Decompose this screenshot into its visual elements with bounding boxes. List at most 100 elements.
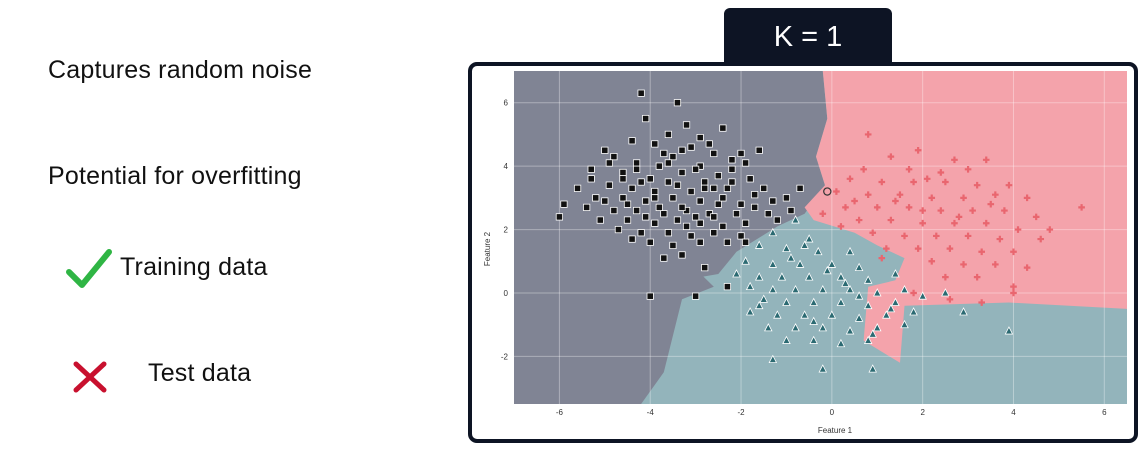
point-class-0 [601, 197, 609, 205]
point-class-1 [818, 364, 828, 373]
point-class-2 [819, 210, 827, 218]
point-class-0 [587, 175, 595, 183]
point-class-1 [891, 297, 900, 306]
x-tick-label: 4 [1011, 408, 1016, 417]
point-class-2 [946, 245, 954, 252]
point-class-0 [592, 194, 600, 202]
point-class-2 [978, 299, 985, 306]
point-class-0 [728, 156, 736, 164]
point-class-1 [813, 246, 823, 256]
point-class-0 [728, 165, 736, 173]
point-class-0 [696, 197, 704, 205]
y-tick-label: -2 [501, 352, 509, 361]
point-class-2 [910, 289, 917, 297]
point-class-2 [842, 204, 849, 211]
point-class-0 [710, 184, 718, 192]
point-class-2 [905, 166, 913, 173]
x-tick-label: -2 [737, 408, 745, 417]
point-class-0 [692, 213, 700, 221]
point-class-0 [782, 194, 791, 202]
point-class-2 [946, 296, 954, 303]
point-class-2 [1046, 226, 1054, 233]
point-class-2 [860, 166, 867, 173]
point-class-0 [764, 210, 772, 218]
point-class-2 [901, 232, 908, 240]
point-class-0 [646, 175, 654, 183]
point-class-0 [664, 130, 672, 139]
point-class-0 [596, 216, 604, 224]
point-class-0 [655, 162, 663, 170]
point-class-0 [583, 203, 591, 211]
point-class-2 [846, 175, 854, 183]
point-class-0 [714, 200, 722, 208]
test-point [823, 187, 832, 196]
point-class-2 [855, 216, 863, 224]
point-class-2 [1014, 226, 1022, 233]
point-class-0 [692, 292, 700, 300]
overfitting-text: Potential for overfitting [48, 162, 302, 190]
point-class-1 [741, 256, 750, 265]
point-class-0 [673, 216, 682, 224]
point-class-2 [960, 194, 967, 202]
point-class-0 [646, 238, 654, 246]
point-class-2 [1037, 235, 1045, 243]
point-class-1 [863, 275, 873, 284]
point-class-1 [854, 262, 864, 272]
y-tick-label: 4 [504, 162, 509, 171]
point-class-1 [800, 240, 809, 249]
point-class-1 [873, 288, 882, 297]
x-tick-label: 0 [830, 408, 835, 417]
point-class-0 [673, 99, 682, 107]
point-class-2 [964, 166, 972, 173]
point-class-0 [723, 238, 732, 246]
axes: Feature 1 Feature 2 -6 -4 -2 0 2 4 6 -2 0 2 4 6 [483, 99, 1107, 435]
point-class-0 [723, 283, 732, 291]
x-tick-label: 2 [920, 408, 925, 417]
point-class-0 [614, 225, 623, 234]
point-class-1 [768, 227, 778, 237]
point-class-2 [937, 207, 945, 214]
point-class-0 [701, 178, 709, 186]
point-class-0 [741, 238, 750, 246]
point-class-0 [751, 191, 759, 199]
point-class-1 [863, 300, 873, 310]
point-class-0 [664, 178, 672, 186]
point-class-2 [869, 229, 877, 237]
point-class-0 [769, 197, 777, 205]
point-class-1 [941, 288, 950, 297]
gridlines [514, 71, 1127, 404]
point-class-2 [928, 194, 936, 202]
x-axis-label: Feature 1 [818, 426, 853, 435]
y-axis-label: Feature 2 [483, 231, 492, 266]
point-class-0 [623, 200, 632, 208]
point-class-1 [909, 307, 918, 316]
point-class-0 [669, 194, 677, 202]
point-class-0 [692, 165, 700, 173]
point-class-0 [710, 229, 718, 237]
point-class-0 [628, 235, 636, 243]
point-class-0 [637, 229, 645, 237]
point-class-0 [642, 197, 650, 205]
point-class-2 [878, 254, 886, 262]
point-class-0 [664, 229, 672, 237]
point-class-0 [669, 241, 677, 250]
point-class-1 [795, 259, 805, 268]
point-class-1 [791, 215, 800, 224]
point-class-1 [959, 307, 968, 316]
point-class-2 [951, 219, 958, 227]
point-class-2 [919, 219, 926, 227]
point-class-0 [696, 219, 704, 227]
point-class-2 [992, 191, 999, 198]
point-class-2 [1005, 181, 1013, 189]
point-class-1 [854, 313, 864, 322]
point-class-1 [900, 319, 909, 329]
point-class-0 [619, 168, 627, 177]
point-class-1 [777, 272, 787, 281]
test-data-label: Test data [148, 359, 252, 387]
point-class-1 [900, 284, 909, 294]
point-class-0 [623, 216, 632, 224]
point-class-2 [1010, 248, 1017, 256]
point-class-0 [642, 213, 650, 221]
point-class-0 [723, 184, 732, 192]
point-class-0 [696, 134, 704, 142]
